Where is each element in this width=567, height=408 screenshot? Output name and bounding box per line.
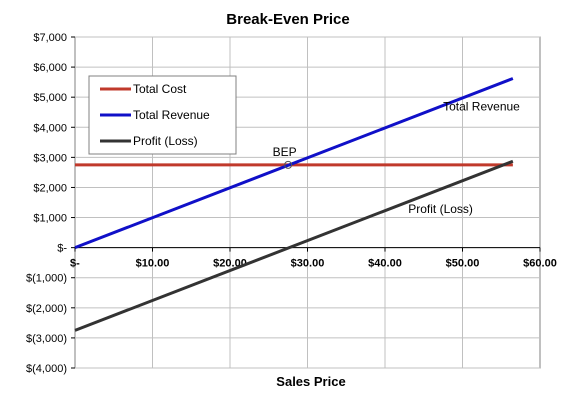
bep-marker bbox=[284, 160, 293, 169]
annotation-label: Profit (Loss) bbox=[408, 202, 473, 216]
x-tick-label: $50.00 bbox=[446, 258, 480, 270]
annotations: Total Revenue Profit (Loss) BEP bbox=[273, 100, 521, 216]
y-tick-label: $(1,000) bbox=[26, 273, 67, 285]
chart-title: Break-Even Price bbox=[226, 11, 349, 28]
annotation-label: BEP bbox=[273, 145, 297, 159]
y-tick-label: $- bbox=[57, 243, 67, 255]
x-tick-label: $40.00 bbox=[368, 258, 402, 270]
legend: Total Cost Total Revenue Profit (Loss) bbox=[88, 75, 237, 155]
y-tick-label: $7,000 bbox=[33, 32, 67, 44]
y-tick-label: $(2,000) bbox=[26, 303, 67, 315]
legend-label: Profit (Loss) bbox=[133, 134, 198, 148]
y-axis-ticks: $7,000 $6,000 $5,000 $4,000 $3,000 $2,000 $1,0… bbox=[26, 32, 75, 375]
x-axis-label: Sales Price bbox=[276, 374, 345, 389]
y-tick-label: $3,000 bbox=[33, 152, 67, 164]
legend-label: Total Cost bbox=[133, 82, 187, 96]
series-line bbox=[74, 77, 514, 250]
y-tick-label: $6,000 bbox=[33, 62, 67, 74]
y-tick-label: $4,000 bbox=[33, 122, 67, 134]
y-tick-label: $(4,000) bbox=[26, 363, 67, 375]
series-lines bbox=[74, 77, 514, 332]
legend-label: Total Revenue bbox=[133, 108, 210, 122]
x-tick-label: $- bbox=[70, 258, 80, 270]
y-tick-label: $(3,000) bbox=[26, 333, 67, 345]
x-tick-label: $20.00 bbox=[213, 258, 247, 270]
x-tick-label: $10.00 bbox=[136, 258, 170, 270]
series-line bbox=[74, 159, 514, 332]
x-tick-label: $30.00 bbox=[291, 258, 325, 270]
y-tick-label: $2,000 bbox=[33, 182, 67, 194]
y-tick-label: $5,000 bbox=[33, 92, 67, 104]
x-tick-label: $60.00 bbox=[523, 258, 557, 270]
y-tick-label: $1,000 bbox=[33, 213, 67, 225]
annotation-label: Total Revenue bbox=[443, 100, 520, 114]
